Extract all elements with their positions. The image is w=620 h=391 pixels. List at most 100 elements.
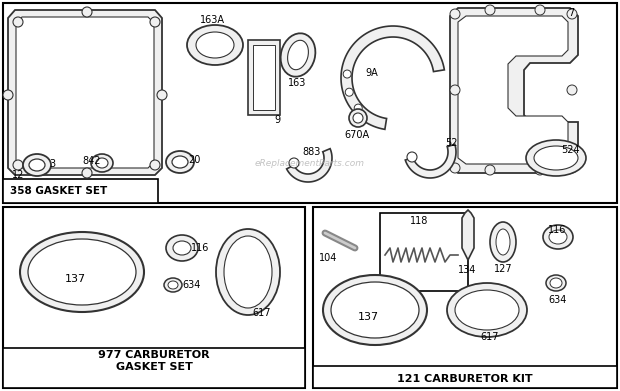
Ellipse shape <box>490 222 516 262</box>
Text: 358 GASKET SET: 358 GASKET SET <box>10 186 107 196</box>
Polygon shape <box>286 149 332 182</box>
Ellipse shape <box>534 146 578 170</box>
Ellipse shape <box>157 90 167 100</box>
Polygon shape <box>450 8 578 173</box>
Text: 634: 634 <box>182 280 200 290</box>
Polygon shape <box>405 144 456 178</box>
Ellipse shape <box>567 85 577 95</box>
Ellipse shape <box>549 230 567 244</box>
Text: 670A: 670A <box>344 130 369 140</box>
Ellipse shape <box>546 275 566 291</box>
Text: 617: 617 <box>480 332 498 342</box>
Ellipse shape <box>567 9 577 19</box>
Ellipse shape <box>173 241 191 255</box>
Ellipse shape <box>96 158 108 168</box>
Polygon shape <box>16 17 154 168</box>
Text: 163: 163 <box>288 78 306 88</box>
Text: eReplacementParts.com: eReplacementParts.com <box>255 158 365 167</box>
Polygon shape <box>458 16 568 164</box>
Ellipse shape <box>485 165 495 175</box>
Ellipse shape <box>82 168 92 178</box>
Ellipse shape <box>172 156 188 168</box>
Ellipse shape <box>13 160 23 170</box>
Polygon shape <box>462 210 474 260</box>
Ellipse shape <box>485 5 495 15</box>
Ellipse shape <box>455 290 519 330</box>
Text: 3: 3 <box>49 159 55 169</box>
Text: 9A: 9A <box>365 68 378 78</box>
Text: 883: 883 <box>302 147 321 157</box>
Ellipse shape <box>23 154 51 176</box>
Text: 104: 104 <box>319 253 337 263</box>
Ellipse shape <box>281 33 316 77</box>
Text: 20: 20 <box>188 155 200 165</box>
Text: 52: 52 <box>445 138 458 148</box>
Bar <box>313 207 617 388</box>
Text: 127: 127 <box>494 264 513 274</box>
Bar <box>3 179 158 203</box>
Ellipse shape <box>447 283 527 337</box>
Text: 116: 116 <box>548 225 567 235</box>
Ellipse shape <box>535 165 545 175</box>
Text: 134: 134 <box>458 265 476 275</box>
Ellipse shape <box>164 278 182 292</box>
Text: 634: 634 <box>548 295 567 305</box>
Bar <box>380 213 468 291</box>
Bar <box>253 45 275 110</box>
Ellipse shape <box>187 25 243 65</box>
Ellipse shape <box>166 235 198 261</box>
Ellipse shape <box>20 232 144 312</box>
Ellipse shape <box>224 236 272 308</box>
Ellipse shape <box>216 229 280 315</box>
Ellipse shape <box>3 90 13 100</box>
Ellipse shape <box>535 5 545 15</box>
Polygon shape <box>8 10 162 175</box>
Ellipse shape <box>567 163 577 173</box>
Ellipse shape <box>289 158 299 168</box>
Ellipse shape <box>323 275 427 345</box>
Ellipse shape <box>168 281 178 289</box>
Bar <box>3 207 305 388</box>
Text: 121 CARBURETOR KIT: 121 CARBURETOR KIT <box>397 374 533 384</box>
Ellipse shape <box>450 85 460 95</box>
Ellipse shape <box>343 70 351 78</box>
Bar <box>313 366 617 388</box>
Text: 7: 7 <box>568 8 574 18</box>
Text: 524: 524 <box>561 145 580 155</box>
Ellipse shape <box>28 239 136 305</box>
Ellipse shape <box>82 7 92 17</box>
Bar <box>248 40 280 115</box>
Ellipse shape <box>91 154 113 172</box>
Ellipse shape <box>150 160 160 170</box>
Text: 9: 9 <box>274 115 280 125</box>
Ellipse shape <box>331 282 419 338</box>
Ellipse shape <box>450 163 460 173</box>
Ellipse shape <box>526 140 586 176</box>
Text: 842: 842 <box>82 156 100 166</box>
Ellipse shape <box>450 9 460 19</box>
Text: 163A: 163A <box>200 15 225 25</box>
Ellipse shape <box>496 229 510 255</box>
Text: 137: 137 <box>65 274 86 284</box>
Text: 12: 12 <box>12 170 24 180</box>
Ellipse shape <box>13 17 23 27</box>
Ellipse shape <box>550 278 562 288</box>
Text: 116: 116 <box>191 243 210 253</box>
Text: 118: 118 <box>410 216 428 226</box>
Ellipse shape <box>29 159 45 171</box>
Bar <box>3 348 305 388</box>
Ellipse shape <box>354 104 362 112</box>
Polygon shape <box>341 26 445 129</box>
Ellipse shape <box>353 113 363 123</box>
Text: 137: 137 <box>358 312 379 322</box>
Ellipse shape <box>166 151 194 173</box>
Ellipse shape <box>196 32 234 58</box>
Ellipse shape <box>288 40 308 70</box>
Ellipse shape <box>150 17 160 27</box>
Text: 977 CARBURETOR
GASKET SET: 977 CARBURETOR GASKET SET <box>98 350 210 371</box>
Ellipse shape <box>345 88 353 96</box>
Ellipse shape <box>407 152 417 162</box>
Ellipse shape <box>349 109 367 127</box>
Text: 617: 617 <box>252 308 270 318</box>
Ellipse shape <box>543 225 573 249</box>
